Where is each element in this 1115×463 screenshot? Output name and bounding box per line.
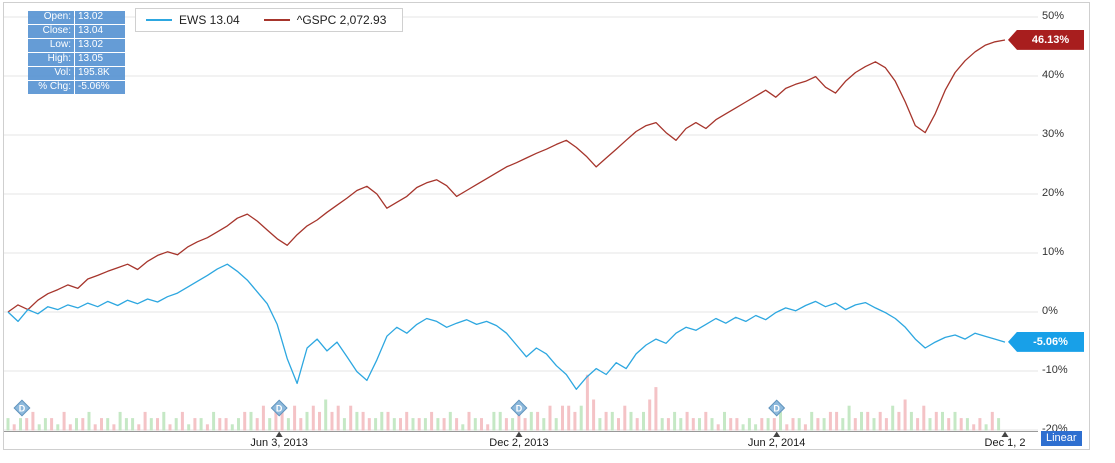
- ews-line-swatch: [146, 19, 172, 21]
- quote-row: High: 13.05: [28, 53, 125, 66]
- legend-item-gspc[interactable]: ^GSPC 2,072.93: [263, 13, 387, 27]
- x-tick-marker: [1001, 431, 1009, 437]
- gspc-change-tag: 46.13%: [1008, 29, 1084, 50]
- quote-row: % Chg: -5.06%: [28, 81, 125, 94]
- quote-row: Low: 13.02: [28, 39, 125, 52]
- y-axis-label: 30%: [1042, 128, 1065, 140]
- x-axis-label: Dec 1, 2: [984, 437, 1026, 449]
- dividend-marker[interactable]: D: [13, 399, 31, 417]
- quote-label: Open:: [28, 11, 74, 24]
- quote-row: Open: 13.02: [28, 11, 125, 24]
- y-axis-label: 10%: [1042, 246, 1065, 258]
- quote-row: Vol: 195.8K: [28, 67, 125, 80]
- x-tick-marker: [275, 431, 283, 437]
- legend-item-ews[interactable]: EWS 13.04: [146, 13, 240, 27]
- y-axis-label: 40%: [1042, 69, 1065, 81]
- quote-info-overlay: Open: 13.02 Close: 13.04 Low: 13.02 High: 13.05…: [28, 11, 125, 95]
- quote-value: 195.8K: [75, 67, 125, 80]
- quote-value: 13.02: [75, 39, 125, 52]
- quote-value: 13.04: [75, 25, 125, 38]
- dividend-glyph: D: [773, 404, 780, 414]
- dividend-marker[interactable]: D: [270, 399, 288, 417]
- x-axis-label: Dec 2, 2013: [489, 437, 549, 449]
- dividend-marker[interactable]: D: [510, 399, 528, 417]
- dividend-glyph: D: [516, 404, 523, 414]
- y-axis-label: 0%: [1042, 305, 1058, 317]
- legend-label: ^GSPC 2,072.93: [296, 13, 387, 27]
- quote-label: Vol:: [28, 67, 74, 80]
- quote-label: Close:: [28, 25, 74, 38]
- quote-row: Close: 13.04: [28, 25, 125, 38]
- ews-change-tag: -5.06%: [1008, 331, 1084, 352]
- x-axis-label: Jun 3, 2013: [250, 437, 308, 449]
- y-axis-label: 20%: [1042, 187, 1065, 199]
- legend-label: EWS 13.04: [179, 13, 240, 27]
- quote-label: % Chg:: [28, 81, 74, 94]
- gspc-line-swatch: [263, 19, 290, 21]
- quote-value: 13.05: [75, 53, 125, 66]
- gridlines: [4, 16, 1038, 431]
- y-axis-label: 50%: [1042, 10, 1065, 22]
- dividend-glyph: D: [19, 404, 26, 414]
- dividend-marker[interactable]: D: [768, 399, 786, 417]
- dividend-glyph: D: [276, 404, 283, 414]
- x-tick-marker: [773, 431, 781, 437]
- x-axis-label: Jun 2, 2014: [747, 437, 806, 449]
- volume-bars: [6, 374, 1001, 431]
- quote-label: Low:: [28, 39, 74, 52]
- quote-value: 13.02: [75, 11, 125, 24]
- chart-legend[interactable]: EWS 13.04 ^GSPC 2,072.93: [135, 8, 404, 32]
- quote-label: High:: [28, 53, 74, 66]
- y-axis-label: -10%: [1042, 364, 1068, 376]
- x-tick-marker: [515, 431, 523, 437]
- ews-line[interactable]: [7, 263, 1006, 390]
- gspc-line[interactable]: [7, 39, 1006, 313]
- quote-value: -5.06%: [75, 81, 125, 94]
- scale-selector[interactable]: Linear: [1041, 431, 1082, 446]
